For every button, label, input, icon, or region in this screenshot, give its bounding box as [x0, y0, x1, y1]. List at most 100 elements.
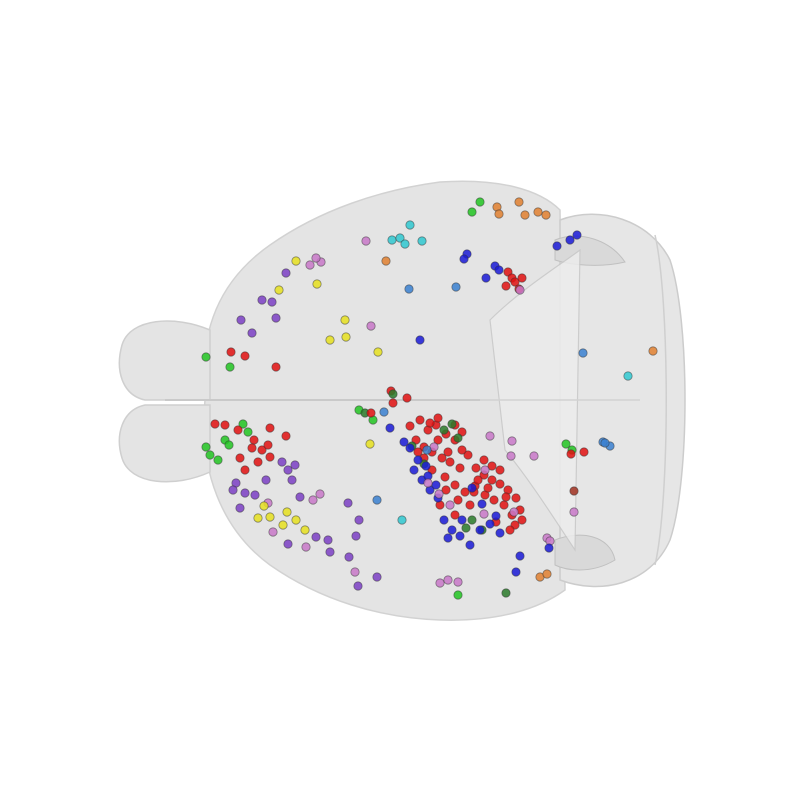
cell-marker-green: [225, 362, 235, 372]
cell-marker-purple: [257, 295, 267, 305]
cell-marker-red: [473, 475, 483, 485]
cell-marker-purple: [283, 539, 293, 549]
cell-marker-yellow: [274, 285, 284, 295]
cell-marker-yellow: [325, 335, 335, 345]
cell-marker-red: [445, 457, 455, 467]
cell-marker-blue: [544, 543, 554, 553]
cell-marker-red: [210, 419, 220, 429]
cell-marker-purple: [295, 492, 305, 502]
cell-marker-yellow: [259, 501, 269, 511]
cell-marker-red: [479, 455, 489, 465]
cell-marker-green: [561, 439, 571, 449]
cell-marker-yellow: [253, 513, 263, 523]
cell-marker-violet: [423, 478, 433, 488]
cell-marker-red: [235, 453, 245, 463]
cell-marker-green: [224, 440, 234, 450]
cell-marker-violet: [479, 509, 489, 519]
cell-marker-red: [437, 453, 447, 463]
cell-marker-green: [213, 455, 223, 465]
cell-marker-blue: [572, 230, 582, 240]
cell-marker-yellow: [291, 515, 301, 525]
cell-marker-red: [433, 435, 443, 445]
cell-marker-dark_green: [447, 419, 457, 429]
cell-marker-cyan: [387, 235, 397, 245]
cell-marker-red: [265, 423, 275, 433]
cell-marker-violet: [434, 489, 444, 499]
cell-marker-red: [220, 420, 230, 430]
cell-marker-green: [201, 352, 211, 362]
cell-marker-purple: [287, 475, 297, 485]
cell-marker-red: [495, 479, 505, 489]
cell-marker-violet: [569, 507, 579, 517]
cell-marker-violet: [315, 489, 325, 499]
cell-marker-blue: [405, 443, 415, 453]
cell-marker-purple: [351, 531, 361, 541]
cell-marker-purple: [325, 547, 335, 557]
cell-marker-red: [457, 445, 467, 455]
cell-marker-red: [483, 483, 493, 493]
cell-marker-violet: [301, 542, 311, 552]
cell-marker-orange: [381, 256, 391, 266]
cell-marker-green: [238, 419, 248, 429]
cell-marker-brown: [569, 486, 579, 496]
cell-marker-violet: [506, 451, 516, 461]
cell-marker-purple: [353, 581, 363, 591]
cell-marker-blue: [459, 254, 469, 264]
cell-marker-purple: [283, 465, 293, 475]
cell-marker-dark_green: [388, 389, 398, 399]
cell-marker-yellow: [265, 512, 275, 522]
cell-marker-dark_green: [439, 425, 449, 435]
cell-marker-red: [405, 421, 415, 431]
cell-marker-yellow: [282, 507, 292, 517]
cell-marker-yellow: [365, 439, 375, 449]
cell-marker-red: [471, 463, 481, 473]
cell-marker-green: [453, 590, 463, 600]
cell-marker-violet: [435, 578, 445, 588]
cell-marker-violet: [305, 260, 315, 270]
cell-marker-dark_green: [501, 588, 511, 598]
cell-marker-red: [453, 495, 463, 505]
cell-marker-violet: [485, 431, 495, 441]
cell-marker-purple: [247, 328, 257, 338]
cell-marker-red: [433, 413, 443, 423]
cell-marker-red: [441, 485, 451, 495]
cell-marker-purple: [372, 572, 382, 582]
cell-marker-sky_blue: [422, 445, 432, 455]
cell-marker-violet: [445, 500, 455, 510]
cell-marker-orange: [533, 207, 543, 217]
cell-marker-red: [443, 447, 453, 457]
cell-marker-yellow: [278, 520, 288, 530]
cell-marker-purple: [323, 535, 333, 545]
cell-marker-red: [465, 500, 475, 510]
cell-marker-orange: [541, 210, 551, 220]
cell-marker-red: [415, 415, 425, 425]
cell-marker-violet: [350, 567, 360, 577]
cell-marker-orange: [494, 209, 504, 219]
cell-marker-blue: [565, 235, 575, 245]
cell-marker-cyan: [405, 220, 415, 230]
cell-marker-purple: [290, 460, 300, 470]
cell-marker-sky_blue: [372, 495, 382, 505]
cell-marker-red: [257, 445, 267, 455]
cell-marker-blue: [455, 531, 465, 541]
cell-marker-red: [247, 443, 257, 453]
cell-marker-red: [233, 425, 243, 435]
cell-marker-red: [511, 493, 521, 503]
cell-marker-blue: [421, 461, 431, 471]
cell-marker-blue: [447, 525, 457, 535]
cell-marker-purple: [228, 485, 238, 495]
cell-marker-yellow: [291, 256, 301, 266]
cell-marker-purple: [343, 498, 353, 508]
cell-marker-green: [243, 427, 253, 437]
cell-marker-green: [201, 442, 211, 452]
cell-marker-cyan: [623, 371, 633, 381]
cell-marker-green: [475, 197, 485, 207]
cell-marker-blue: [431, 480, 441, 490]
cell-marker-violet: [268, 527, 278, 537]
cell-marker-red: [501, 281, 511, 291]
cell-marker-purple: [261, 475, 271, 485]
cell-marker-purple: [311, 532, 321, 542]
cell-marker-purple: [250, 490, 260, 500]
cell-marker-purple: [236, 315, 246, 325]
